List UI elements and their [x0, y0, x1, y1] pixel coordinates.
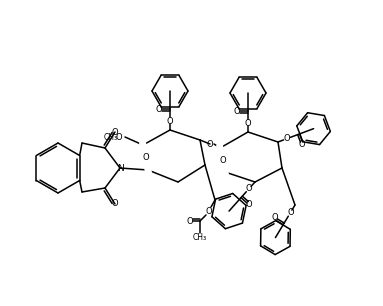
Text: O: O [246, 184, 252, 193]
Text: O: O [272, 213, 278, 222]
Text: O: O [167, 117, 173, 125]
Text: O: O [287, 208, 294, 217]
Text: O: O [234, 106, 240, 115]
Text: O: O [298, 140, 305, 149]
Text: O: O [219, 155, 226, 165]
Text: O: O [207, 140, 213, 148]
Text: O: O [112, 200, 118, 208]
Text: O: O [155, 105, 162, 114]
Text: O: O [245, 118, 251, 128]
Text: O: O [112, 128, 118, 136]
Text: O: O [283, 134, 290, 143]
Text: CH₃: CH₃ [193, 233, 207, 241]
Text: O: O [246, 200, 252, 210]
Text: O: O [206, 207, 212, 215]
Text: O: O [142, 153, 149, 162]
Text: O: O [116, 132, 122, 141]
Text: CH₃: CH₃ [104, 132, 118, 141]
Text: O: O [187, 217, 193, 226]
Text: O: O [142, 153, 149, 162]
Text: N: N [117, 163, 123, 173]
